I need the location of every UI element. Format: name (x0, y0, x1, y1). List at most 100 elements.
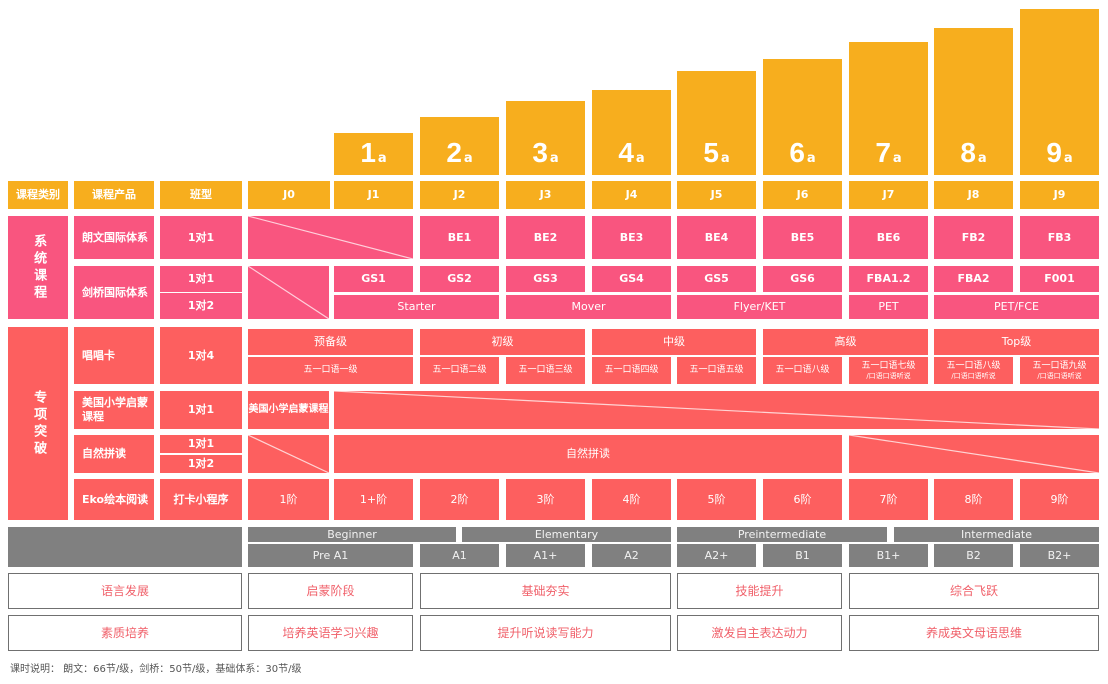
cambridge-level-gs5: GS5 (677, 266, 756, 292)
goal-native-thinking: 养成英文母语思维 (849, 615, 1099, 651)
cambridge-level-gs1: GS1 (334, 266, 413, 292)
picture-book-level-2: 2阶 (420, 479, 499, 520)
stage-foundation: 基础夯实 (420, 573, 671, 609)
bar-unit: a (977, 151, 987, 166)
stage-row-label-quality: 素质培养 (8, 615, 242, 651)
longman-level-be5: BE5 (763, 216, 842, 259)
header-level-j6: J6 (763, 181, 842, 209)
bar-number: 7 (875, 137, 891, 168)
goal-four-skills: 提升听说读写能力 (420, 615, 671, 651)
natural-reading-empty-j7-j9 (849, 435, 1099, 473)
cefr-empty-block (8, 527, 242, 567)
picture-book-level-6: 6阶 (763, 479, 842, 520)
cambridge-level-gs2: GS2 (420, 266, 499, 292)
cambridge-level-gs4: GS4 (592, 266, 671, 292)
cefr-band-beginner: Beginner (248, 527, 456, 542)
bar-number: 5 (703, 137, 719, 168)
class-type-natural-reading-1v2: 1对2 (160, 455, 242, 473)
longman-level-fb3: FB3 (1020, 216, 1099, 259)
class-type-us-elementary: 1对1 (160, 391, 242, 429)
product-cambridge: 剑桥国际体系 (74, 266, 154, 319)
picture-book-level-1plus: 1+阶 (334, 479, 413, 520)
cambridge-level-gs3: GS3 (506, 266, 585, 292)
phonics-item-1: 五一口语一级 (248, 357, 413, 384)
bar-number: 8 (960, 137, 976, 168)
phonics-group-beginner: 初级 (420, 329, 585, 355)
picture-book-level-7: 7阶 (849, 479, 928, 520)
longman-level-be3: BE3 (592, 216, 671, 259)
diagonal-line-icon (248, 266, 329, 319)
cefr-level-pre-a1: Pre A1 (248, 544, 413, 567)
bar-unit: a (806, 151, 816, 166)
phonics-item-8: 五一口语八级 /口语口语听说 (934, 357, 1013, 384)
header-category: 课程类别 (8, 181, 68, 209)
cefr-level-a1-plus: A1+ (506, 544, 585, 567)
cefr-level-b1: B1 (763, 544, 842, 567)
cambridge-level-fba12: FBA1.2 (849, 266, 928, 292)
header-class-type: 班型 (160, 181, 242, 209)
product-natural-reading: 自然拼读 (74, 435, 154, 473)
product-us-elementary: 美国小学启蒙课程 (74, 391, 154, 429)
goal-interest: 培养英语学习兴趣 (248, 615, 413, 651)
phonics-item-7-note: /口语口语听说 (866, 371, 911, 380)
phonics-item-3: 五一口语三级 (506, 357, 585, 384)
longman-level-be6: BE6 (849, 216, 928, 259)
picture-book-level-1: 1阶 (248, 479, 329, 520)
bar-unit: a (377, 151, 387, 166)
header-level-j7: J7 (849, 181, 928, 209)
category-system-courses: 系统课程 (8, 216, 68, 319)
cefr-level-a2-plus: A2+ (677, 544, 756, 567)
phonics-group-intermediate: 中级 (592, 329, 756, 355)
picture-book-level-3: 3阶 (506, 479, 585, 520)
phonics-item-7: 五一口语七级 /口语口语听说 (849, 357, 928, 384)
cambridge-empty-j0 (248, 266, 329, 319)
bar-number: 2 (446, 137, 462, 168)
phonics-item-5: 五一口语五级 (677, 357, 756, 384)
product-eko-picture-book: Eko绘本阅读 (74, 479, 154, 520)
phonics-group-prep: 预备级 (248, 329, 413, 355)
phonics-item-7-label: 五一口语七级 (861, 360, 916, 371)
bar-number: 3 (532, 137, 548, 168)
diagonal-line-icon (334, 391, 1099, 429)
header-level-j5: J5 (677, 181, 756, 209)
goal-expression: 激发自主表达动力 (677, 615, 842, 651)
phonics-item-6: 五一口语八级 (763, 357, 842, 384)
phonics-group-advanced: 高级 (763, 329, 928, 355)
phonics-item-9: 五一口语九级 /口语口语听说 (1020, 357, 1099, 384)
stage-row-label-language: 语言发展 (8, 573, 242, 609)
cefr-band-elementary: Elementary (462, 527, 671, 542)
stage-enlightenment: 启蒙阶段 (248, 573, 413, 609)
phonics-item-4: 五一口语四级 (592, 357, 671, 384)
longman-level-be2: BE2 (506, 216, 585, 259)
bar-unit: a (549, 151, 559, 166)
header-level-j4: J4 (592, 181, 671, 209)
diagonal-line-icon (248, 435, 329, 473)
phonics-item-9-label: 五一口语九级 (1032, 360, 1087, 371)
header-level-j9: J9 (1020, 181, 1099, 209)
header-level-j8: J8 (934, 181, 1013, 209)
phonics-item-8-note: /口语口语听说 (951, 371, 996, 380)
bar-number: 6 (789, 137, 805, 168)
class-type-longman: 1对1 (160, 216, 242, 259)
diagonal-line-icon (248, 216, 413, 259)
product-phonics-card: 唱唱卡 (74, 327, 154, 384)
longman-level-be1: BE1 (420, 216, 499, 259)
diagonal-line-icon (849, 435, 1099, 473)
picture-book-level-9: 9阶 (1020, 479, 1099, 520)
exam-starter: Starter (334, 295, 499, 319)
class-type-phonics: 1对4 (160, 327, 242, 384)
cefr-level-b2-plus: B2+ (1020, 544, 1099, 567)
bar-number: 4 (618, 137, 634, 168)
exam-mover: Mover (506, 295, 671, 319)
phonics-group-top: Top级 (934, 329, 1099, 355)
bar-number: 1 (360, 137, 376, 168)
cefr-level-a1: A1 (420, 544, 499, 567)
